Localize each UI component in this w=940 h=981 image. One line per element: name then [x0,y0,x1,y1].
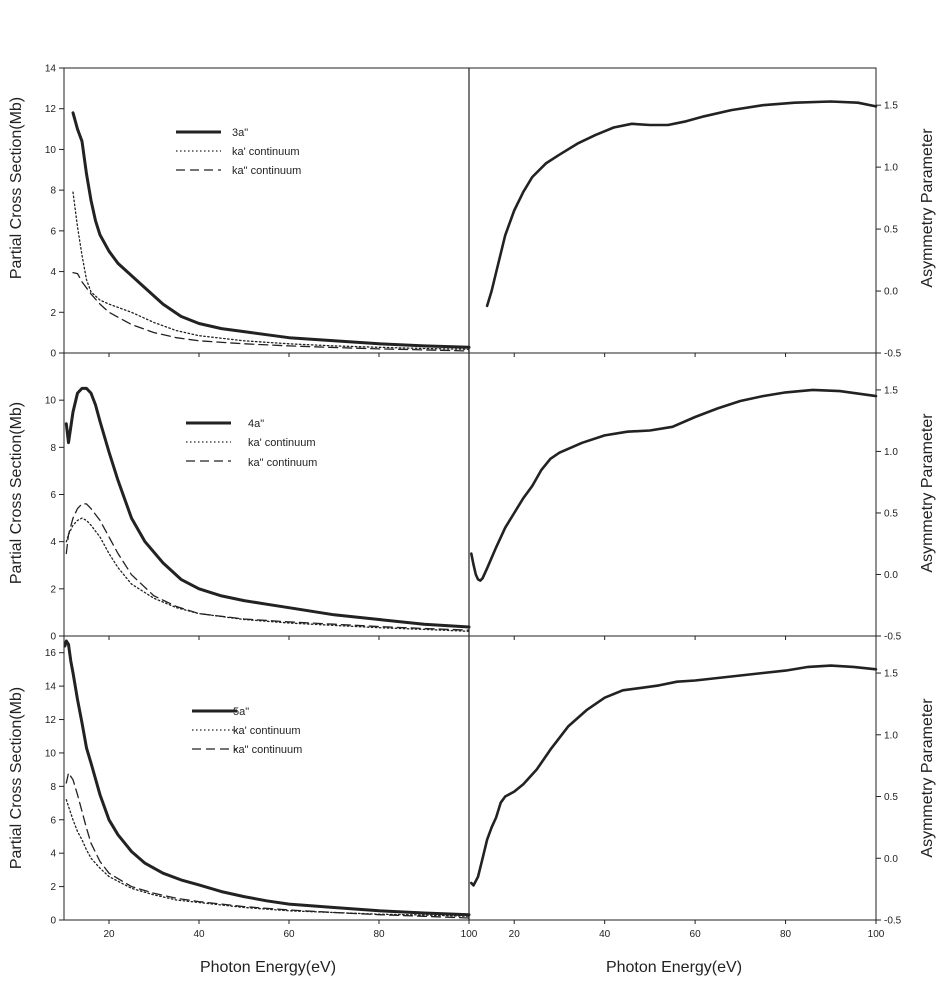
ytick-label: 6 [50,226,56,237]
ylabel-bottom-right: Asymmetry Parameter [919,698,936,858]
series-line-solid-thick [71,111,471,349]
xlabel-right: Photon Energy(eV) [606,959,742,976]
ytick-label: 4 [50,267,56,278]
ytick-label: 0.5 [884,508,898,519]
ytick-label: 1.0 [884,730,898,741]
xlabel-left: Photon Energy(eV) [200,959,336,976]
ylabel-middle-right: Asymmetry Parameter [919,413,936,573]
legend-label-3a-ka1: ka' continuum [232,146,300,158]
xtick-label: 20 [103,929,115,940]
ytick-label: 2 [50,584,56,595]
ytick-label: 1.0 [884,163,898,174]
ylabel-top-right: Asymmetry Parameter [919,128,936,288]
ytick-label: 8 [50,782,56,793]
xtick-label: 40 [193,929,205,940]
ytick-label: 14 [45,64,57,75]
ytick-label: 12 [45,715,57,726]
ylabel-bottom-left: Partial Cross Section(Mb) [8,687,25,869]
ytick-label: 6 [50,815,56,826]
ytick-label: 1.0 [884,447,898,458]
ytick-label: 0 [50,916,56,927]
ytick-label: 10 [45,396,57,407]
legend-label-4a-ka1: ka' continuum [248,437,316,449]
series-line-asymmetry [470,664,878,887]
ytick-label: -0.5 [884,632,902,643]
ytick-label: 1.5 [884,669,898,680]
ytick-label: 8 [50,186,56,197]
xtick-label: 60 [690,929,702,940]
xtick-label: 100 [868,929,885,940]
legend-label-3a: 3a" [232,127,248,139]
legend-label-4a-ka2: ka" continuum [248,457,317,469]
legend-label-3a-ka2: ka" continuum [232,165,301,177]
ytick-label: 4 [50,849,56,860]
ytick-label: 10 [45,145,57,156]
legend-label-5a-ka2: ka" continuum [233,744,302,756]
ytick-label: 2 [50,308,56,319]
legend-label-5a-ka1: ka' continuum [233,725,301,737]
ytick-label: 0.0 [884,570,898,581]
xtick-label: 60 [283,929,295,940]
plot-layer: 0 2 4 6 8 10 12 14 -0.5 0.0 0.5 1.0 1.5 0 2 4 6 8 10 -0.5 0.… [45,64,902,941]
xtick-label: 40 [599,929,611,940]
series-line-solid-thick [64,386,471,629]
legend-label-5a: 5a" [233,706,249,718]
ytick-label: 6 [50,490,56,501]
ytick-label: 0.0 [884,854,898,865]
series-line-asymmetry [470,388,878,582]
series-line-dashed [65,772,470,919]
ylabel-middle-left: Partial Cross Section(Mb) [8,402,25,584]
ytick-label: 4 [50,537,56,548]
ytick-label: 0.0 [884,287,898,298]
xtick-label: 80 [373,929,385,940]
ytick-label: 8 [50,443,56,454]
series-line-asymmetry [485,100,878,308]
series-line-dotted [72,191,470,350]
xtick-label: 20 [509,929,521,940]
ytick-label: 0.5 [884,792,898,803]
ytick-label: 12 [45,104,57,115]
ytick-label: 1.5 [884,385,898,396]
ytick-label: 14 [45,682,57,693]
series-line-solid-thick [63,639,471,917]
ytick-label: 1.5 [884,101,898,112]
ytick-label: 16 [45,648,57,659]
ytick-label: 0 [50,632,56,643]
series-line-dashed [65,503,470,631]
ytick-label: -0.5 [884,349,902,360]
ytick-label: -0.5 [884,916,902,927]
series-line-dotted [65,517,470,632]
ytick-label: 0.5 [884,225,898,236]
ytick-label: 2 [50,882,56,893]
legend-label-4a: 4a" [248,418,264,430]
xtick-label: 80 [780,929,792,940]
series-line-dashed [72,271,470,352]
ytick-label: 10 [45,748,57,759]
ytick-label: 0 [50,349,56,360]
ylabel-top-left: Partial Cross Section(Mb) [8,97,25,279]
xtick-label: 100 [461,929,478,940]
